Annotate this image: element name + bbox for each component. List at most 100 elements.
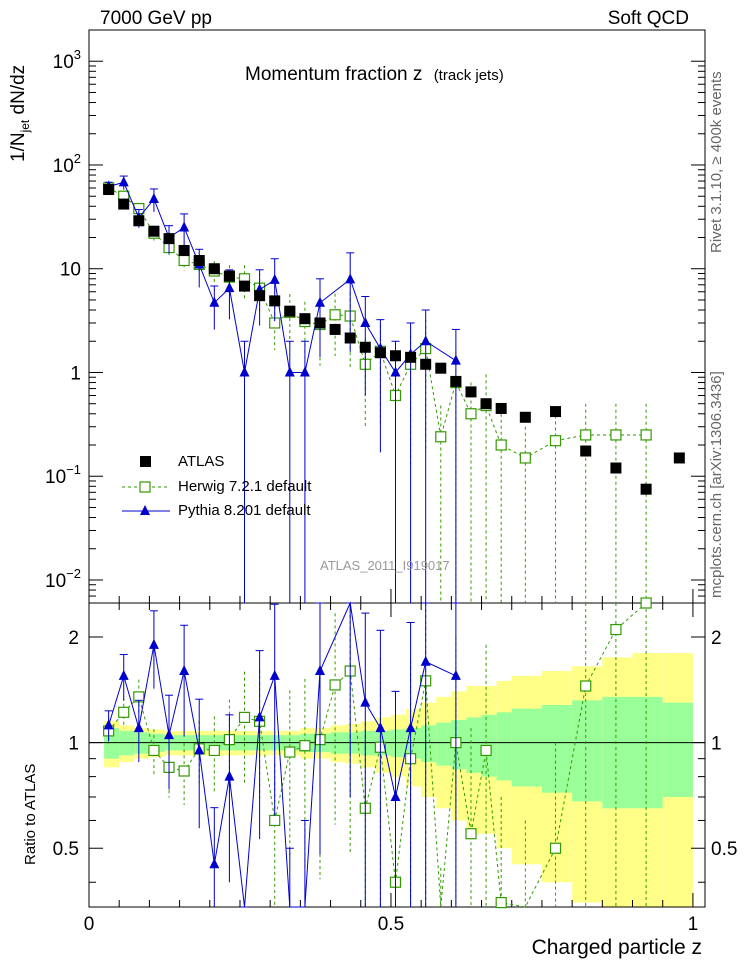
herwig-ratio-point <box>299 740 311 752</box>
atlas-point <box>405 351 417 363</box>
pythia-ratio-point <box>360 696 371 707</box>
herwig-point <box>178 254 190 267</box>
pythia-point <box>450 354 461 365</box>
y-tick-label: 103 <box>53 47 81 73</box>
legend-pythia: Pythia 8.201 default <box>178 502 311 519</box>
ratio-band-inner <box>541 705 573 793</box>
ratio-y-tick-label-right: 0.5 <box>711 839 737 860</box>
atlas-point <box>374 347 386 359</box>
pythia-point <box>148 193 159 204</box>
pythia-ratio-point <box>375 722 386 733</box>
herwig-point <box>580 429 592 441</box>
pythia-ratio-point <box>164 729 175 740</box>
atlas-point <box>389 350 401 362</box>
pythia-ratio-point <box>224 770 235 781</box>
x-tick-label: 0.5 <box>378 914 404 935</box>
ratio-y-axis-label: Ratio to ATLAS <box>22 763 39 865</box>
atlas-point <box>420 358 432 370</box>
ratio-band-inner <box>406 728 422 759</box>
y-tick-label: 102 <box>53 151 81 177</box>
ratio-frame <box>88 602 706 908</box>
legend-atlas-marker <box>140 456 151 467</box>
ratio-band-inner <box>602 696 633 809</box>
y-axis-label: 1/Njet dN/dz <box>8 65 32 162</box>
atlas-point <box>193 255 205 267</box>
pythia-ratio-point <box>194 744 205 755</box>
atlas-point <box>163 233 175 245</box>
pythia-point <box>284 366 295 377</box>
herwig-ratio-point <box>329 679 341 691</box>
legend-herwig-marker <box>139 481 151 493</box>
ratio-y-tick-label: 1 <box>68 734 79 755</box>
herwig-ratio-point <box>549 842 562 854</box>
atlas-point <box>254 290 266 302</box>
herwig-ratio-line <box>108 602 647 908</box>
pythia-ratio-point <box>405 722 416 733</box>
pythia-ratio-point <box>133 722 144 733</box>
ratio-band-inner <box>511 708 542 787</box>
atlas-point <box>610 462 622 474</box>
pythia-line <box>108 181 457 374</box>
chart-title: Momentum fraction z (track jets) <box>245 64 504 86</box>
legend-pythia-marker <box>140 505 150 515</box>
pythia-point <box>299 366 310 377</box>
atlas-point <box>580 445 592 457</box>
herwig-point <box>640 429 652 441</box>
ratio-y-tick-label-right: 1 <box>711 734 722 755</box>
atlas-point <box>435 362 447 374</box>
chart-title-note: (track jets) <box>433 67 504 84</box>
pythia-ratio-point <box>390 790 401 801</box>
pythia-point <box>360 316 371 327</box>
herwig-point <box>549 435 562 447</box>
legend-herwig: Herwig 7.2.1 default <box>178 478 312 495</box>
herwig-point <box>519 452 531 464</box>
atlas-point <box>359 341 371 353</box>
x-tick-label: 0 <box>84 914 95 935</box>
pythia-ratio-point <box>315 665 325 676</box>
ratio-band-inner <box>421 725 437 763</box>
herwig-ratio-point <box>208 744 220 757</box>
atlas-point <box>103 184 115 196</box>
ratio-band-inner <box>572 700 603 802</box>
herwig-ratio-point <box>480 744 492 757</box>
herwig-point <box>610 429 622 441</box>
ratio-band-inner <box>436 722 452 766</box>
y-label-main: 1/N <box>8 132 29 162</box>
herwig-ratio-point <box>178 765 190 777</box>
x-tick-label: 1 <box>688 914 699 935</box>
herwig-line <box>108 187 647 459</box>
herwig-ratio-point <box>284 746 296 758</box>
atlas-point <box>239 280 251 292</box>
pythia-point <box>345 273 356 284</box>
y-tick-label: 10−2 <box>45 566 81 592</box>
atlas-point <box>495 402 507 414</box>
y-label-tail: dN/dz <box>8 64 29 120</box>
herwig-ratio-point <box>148 744 160 757</box>
atlas-point <box>465 386 477 398</box>
y-tick-label: 10 <box>60 260 81 281</box>
pythia-point <box>269 273 280 284</box>
ratio-y-tick-label: 2 <box>68 628 79 649</box>
atlas-point <box>480 398 492 410</box>
herwig-ratio-point <box>269 814 281 827</box>
pythia-ratio-point <box>103 719 114 730</box>
herwig-ratio-point <box>580 680 592 692</box>
atlas-point <box>344 332 356 344</box>
pythia-ratio-point <box>179 665 190 676</box>
ratio-band-inner <box>466 717 482 773</box>
herwig-ratio-point <box>118 706 130 718</box>
ratio-y-tick-label-right: 2 <box>711 628 722 649</box>
pythia-point <box>239 366 250 377</box>
atlas-point <box>314 317 326 329</box>
atlas-point <box>450 375 462 387</box>
pythia-point <box>315 296 325 307</box>
herwig-ratio-point <box>238 711 251 723</box>
herwig-ratio-point <box>640 597 652 609</box>
herwig-point <box>329 309 341 321</box>
atlas-point <box>550 406 562 418</box>
herwig-point <box>495 439 507 451</box>
herwig-ratio-point <box>465 828 477 840</box>
pythia-ratio-point <box>209 858 220 869</box>
ratio-y-tick-label: 0.5 <box>53 839 79 860</box>
